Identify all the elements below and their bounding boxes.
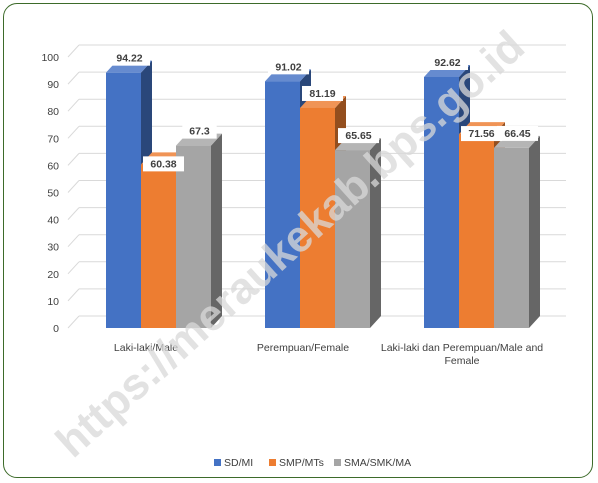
- data-label: 66.45: [497, 125, 538, 141]
- bar-side: [529, 135, 540, 328]
- gridline-depth: [67, 180, 80, 193]
- data-label-box: [338, 128, 379, 144]
- gridline-depth: [67, 234, 80, 248]
- y-tick-label: 10: [47, 296, 59, 308]
- bars: [106, 60, 540, 329]
- bar-front: [494, 147, 529, 328]
- data-label-box: [427, 54, 468, 70]
- data-label-box: [143, 156, 184, 172]
- data-label: 60.38: [143, 156, 184, 172]
- y-tick-label: 50: [47, 188, 59, 200]
- gridline-depth: [67, 315, 80, 329]
- bar-front: [106, 72, 141, 328]
- data-label-box: [268, 59, 309, 75]
- gridline-depth: [67, 288, 80, 302]
- legend-swatch: [269, 459, 276, 466]
- gridline-depth: [67, 207, 80, 220]
- y-tick-label: 40: [47, 215, 59, 227]
- category-labels: Laki-laki/Male Perempuan/Female Laki-laki …: [114, 342, 543, 367]
- y-tick-label: 90: [47, 79, 59, 91]
- bar-front: [300, 107, 335, 328]
- legend-label: SMP/MTs: [279, 457, 324, 469]
- data-label: 92.62: [427, 54, 468, 70]
- bar-front: [141, 164, 176, 328]
- data-label-box: [302, 85, 343, 101]
- bar-side: [211, 133, 222, 328]
- gridline-depth: [67, 98, 80, 112]
- data-label-text: 60.38: [150, 158, 176, 170]
- y-axis-ticks: 0 10 20 30 40 50 60 70 80 90 100: [41, 52, 59, 335]
- bar-front: [424, 76, 459, 328]
- data-label-text: 71.56: [468, 128, 494, 140]
- data-label: 81.19: [302, 85, 343, 101]
- y-tick-label: 80: [47, 106, 59, 118]
- legend: SD/MI SMP/MTs SMA/SMK/MA: [214, 457, 411, 469]
- data-label-text: 67.3: [189, 126, 210, 138]
- legend-item-sd-mi: SD/MI: [214, 457, 253, 469]
- bar-side: [370, 138, 381, 328]
- legend-label: SD/MI: [224, 457, 253, 469]
- gridline-depth: [67, 125, 80, 139]
- data-label: 91.02: [268, 59, 309, 75]
- data-label: 71.56: [461, 126, 502, 142]
- data-label: 67.3: [182, 123, 217, 139]
- data-label-box: [109, 50, 150, 66]
- legend-item-smp-mts: SMP/MTs: [269, 457, 324, 469]
- data-label-text: 65.65: [345, 130, 371, 142]
- bar-front: [265, 81, 300, 328]
- data-label-box: [461, 126, 502, 142]
- legend-label: SMA/SMK/MA: [344, 457, 411, 469]
- data-label-text: 91.02: [275, 61, 301, 73]
- bar-sma-smk-ma-3: [494, 135, 540, 328]
- bar-front: [176, 145, 211, 328]
- bar-front: [335, 150, 370, 328]
- y-tick-label: 60: [47, 160, 59, 172]
- data-labels: 94.22 60.38 67.3 91.02 81.19 65.65 92.62 71.56 6…: [109, 50, 538, 172]
- data-label-text: 92.62: [434, 57, 460, 69]
- data-label: 65.65: [338, 128, 379, 144]
- legend-swatch: [334, 459, 341, 466]
- gridline-depth: [67, 71, 80, 85]
- y-tick-label: 0: [53, 323, 59, 335]
- data-label: 94.22: [109, 50, 150, 66]
- gridline-depth: [67, 44, 80, 58]
- y-tick-label: 100: [41, 52, 59, 64]
- data-label-text: 66.45: [504, 128, 530, 140]
- bar-sma-smk-ma-1: [176, 133, 222, 328]
- legend-swatch: [214, 459, 221, 466]
- data-label-text: 94.22: [116, 53, 142, 65]
- gridline-depth: [67, 153, 80, 166]
- y-tick-label: 30: [47, 242, 59, 254]
- category-label: Perempuan/Female: [257, 342, 349, 354]
- data-label-box: [497, 125, 538, 141]
- y-tick-label: 20: [47, 269, 59, 281]
- y-tick-label: 70: [47, 133, 59, 145]
- category-label: Laki-laki/Male: [114, 342, 178, 354]
- data-label-box: [182, 123, 217, 139]
- bar-front: [459, 134, 494, 328]
- legend-item-sma-smk-ma: SMA/SMK/MA: [334, 457, 411, 469]
- gridline-depth: [67, 261, 80, 275]
- category-label: Laki-laki dan Perempuan/Male and Female: [381, 342, 543, 367]
- data-label-text: 81.19: [309, 88, 335, 100]
